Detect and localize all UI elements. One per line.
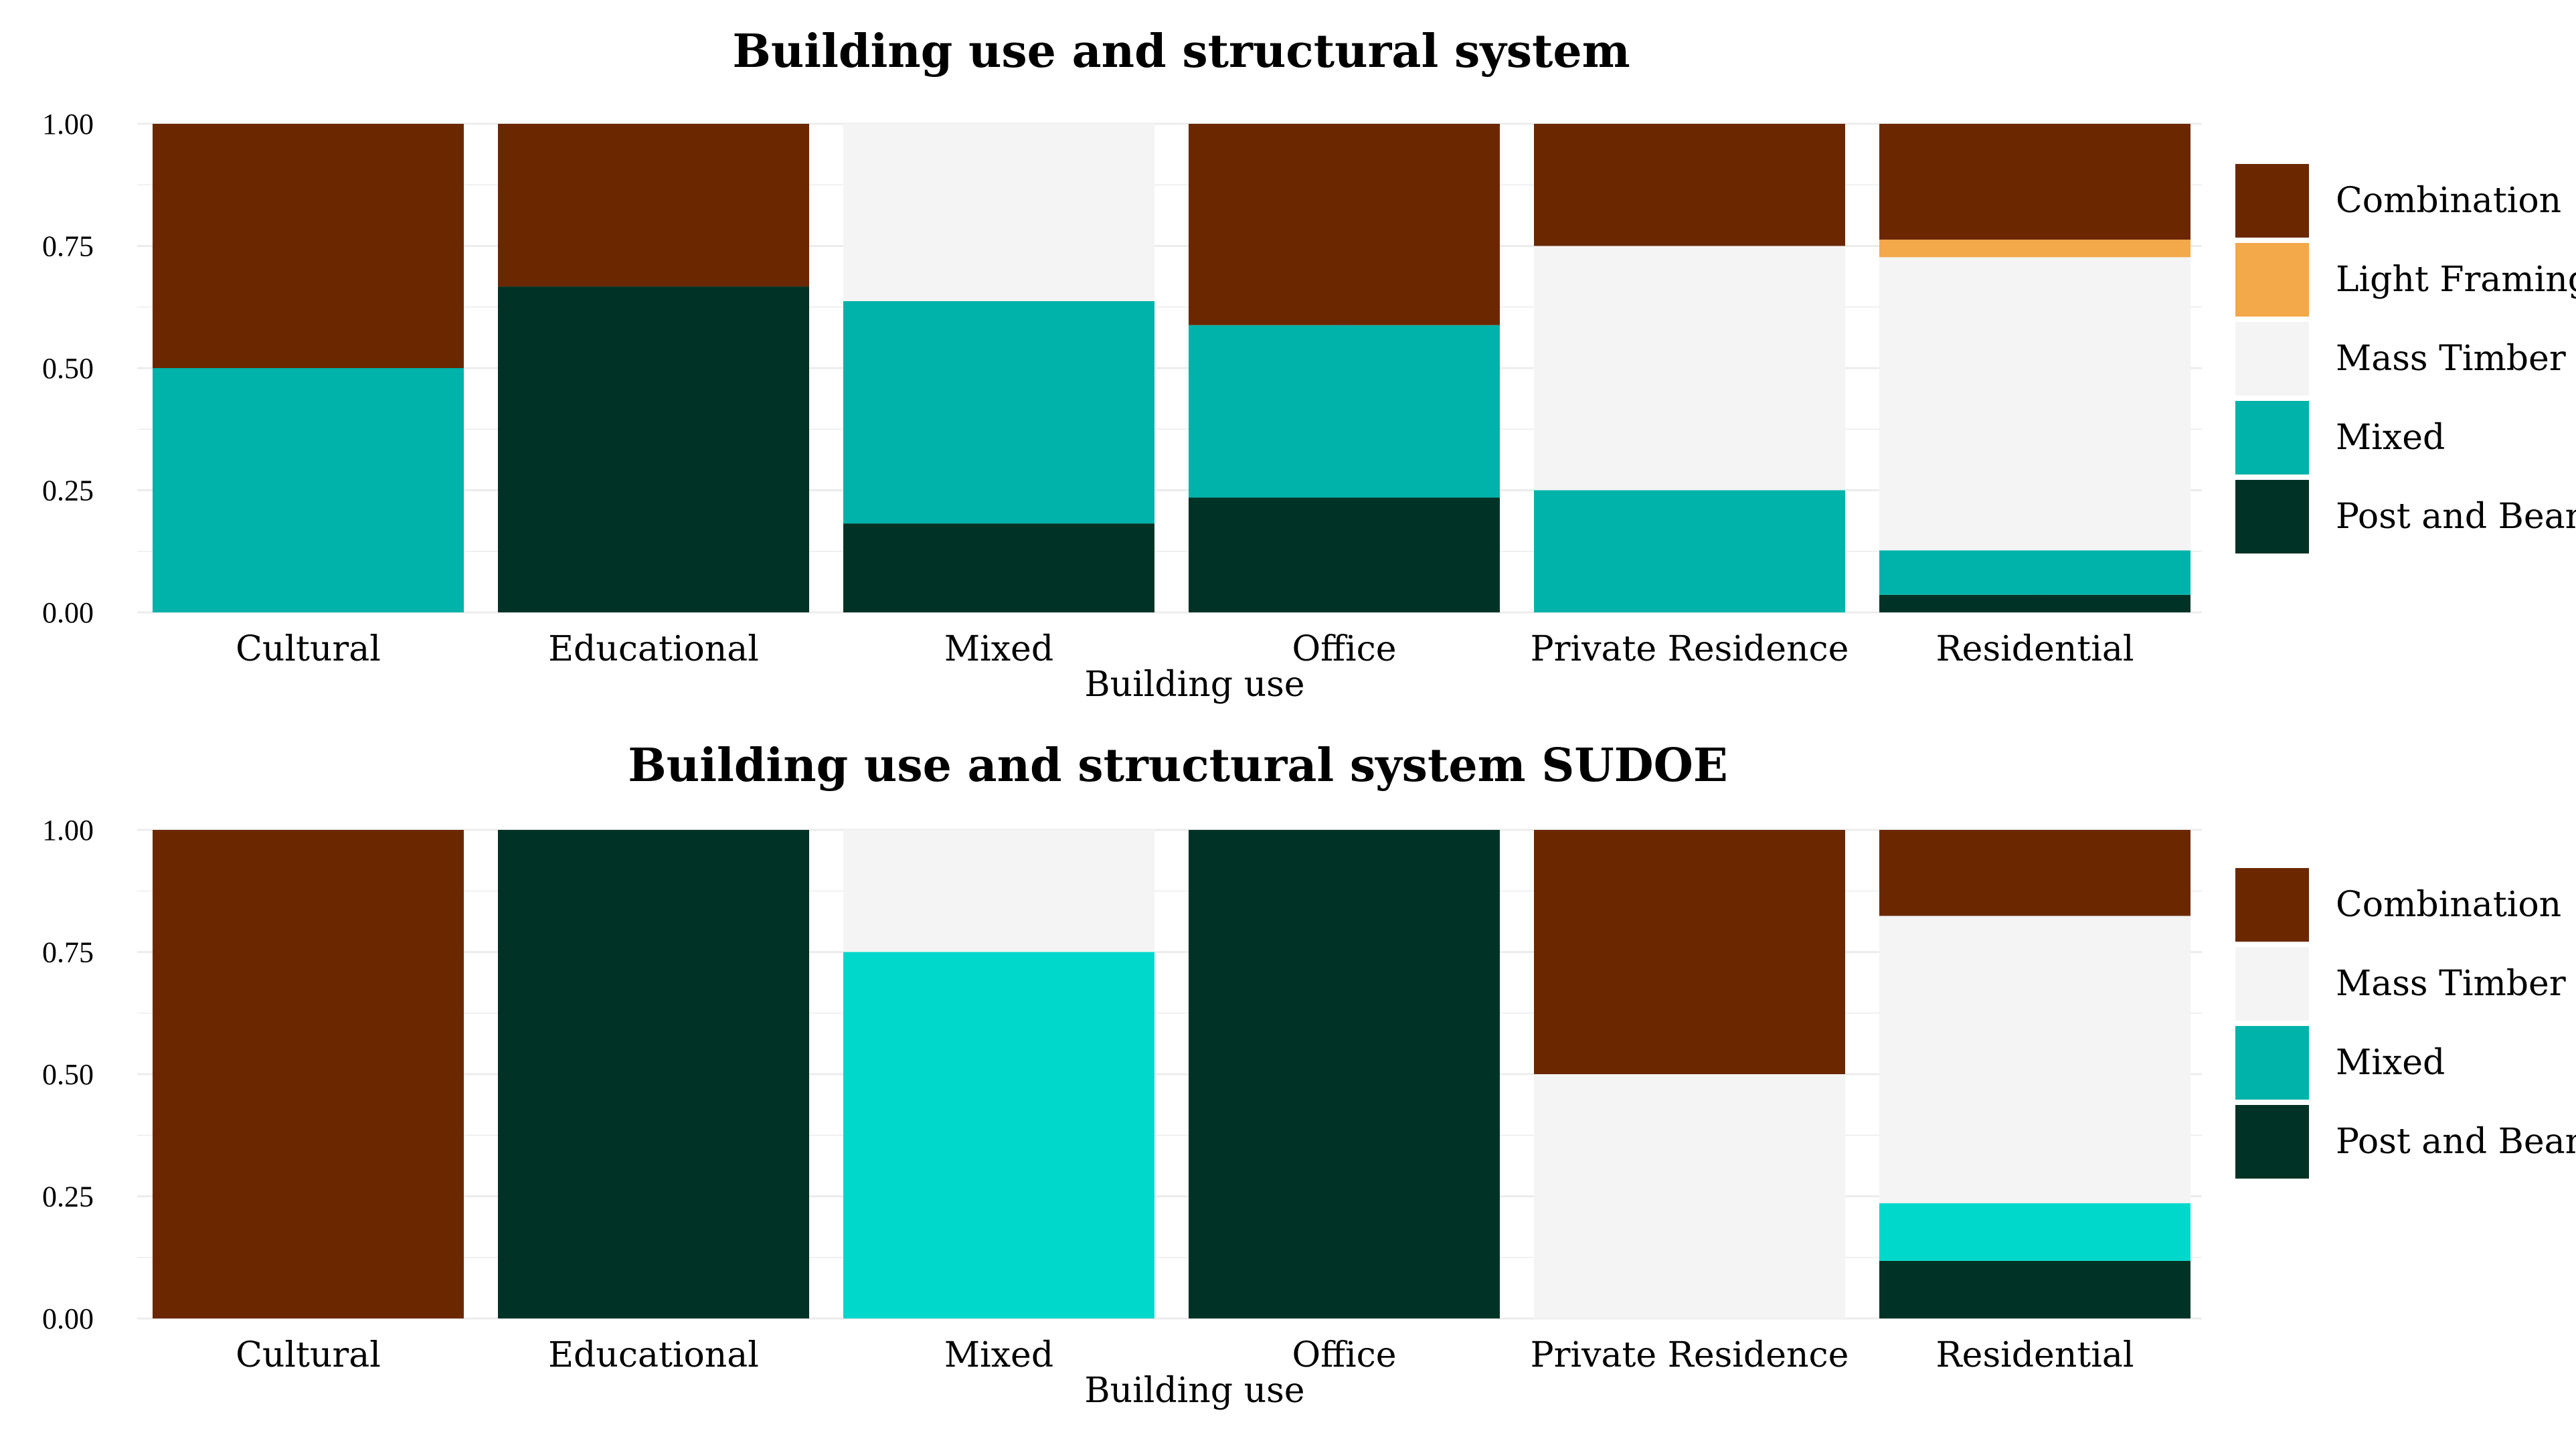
bar-segment-mixed-mixed [843, 301, 1154, 524]
bars [153, 124, 2191, 612]
bar-segment-cultural-mixed [153, 368, 464, 612]
legend-label-post-and-beam: Post and Beam [2336, 497, 2576, 537]
y-tick-label: 1.00 [42, 814, 94, 847]
legend-swatch-post-and-beam [2235, 1105, 2309, 1179]
bar-segment-mixed-post-and-beam [843, 523, 1154, 612]
legend-swatch-mass-timber [2235, 322, 2309, 396]
legend: Combination Light Framing Mass Timber Mixed… [2235, 164, 2576, 553]
bar-segment-residential-light-framing [1879, 240, 2191, 258]
bar-segment-office-post-and-beam [1189, 497, 1500, 612]
legend-label-mixed: Mixed [2336, 1043, 2445, 1083]
stacked-bar-chart-top: Building use and structural system 0.00 0.… [42, 25, 2576, 705]
y-tick-label: 0.75 [42, 936, 94, 969]
x-tick-label: Office [1292, 1335, 1396, 1375]
bar-segment-private-residence-mass-timber [1534, 246, 1845, 491]
chart-building-use-structural-system-sudoe: Building use and structural system SUDOE… [0, 728, 2576, 1455]
chart-title: Building use and structural system SUDOE [628, 739, 1727, 792]
bar-segment-educational-post-and-beam [498, 830, 809, 1318]
x-tick-label: Educational [548, 629, 759, 669]
bar-segment-office-mixed [1189, 325, 1500, 498]
x-tick-label: Educational [548, 1335, 759, 1375]
bar-segment-private-residence-combination [1534, 830, 1845, 1074]
bar-segment-cultural-combination [153, 830, 464, 1318]
legend-label-combination: Combination [2336, 885, 2561, 925]
chart-building-use-structural-system: Building use and structural system 0.00 0.… [42, 25, 2576, 705]
x-axis-label: Building use [1084, 1371, 1304, 1411]
legend-label-post-and-beam: Post and Beam [2336, 1122, 2576, 1162]
bar-segment-residential-mixed [1879, 550, 2191, 595]
bar-segment-educational-post-and-beam [498, 286, 809, 612]
bars [153, 830, 2191, 1318]
legend-swatch-mixed [2235, 1026, 2309, 1100]
y-tick-label: 0.75 [42, 230, 94, 263]
bar-segment-private-residence-combination [1534, 124, 1845, 246]
legend-label-combination: Combination [2336, 181, 2561, 221]
y-tick-label: 0.50 [42, 1058, 94, 1091]
legend-swatch-combination [2235, 164, 2309, 238]
legend-swatch-mixed [2235, 401, 2309, 475]
legend-swatch-light-framing [2235, 243, 2309, 317]
legend-label-light-framing: Light Framing [2336, 260, 2576, 300]
bar-segment-cultural-combination [153, 124, 464, 368]
x-tick-label: Mixed [944, 629, 1053, 669]
bar-segment-residential-mixed [1879, 1203, 2191, 1261]
stacked-bar-chart-bottom: Building use and structural system SUDOE… [42, 739, 2576, 1411]
x-tick-label: Cultural [236, 1335, 381, 1375]
legend-swatch-post-and-beam [2235, 480, 2309, 553]
bar-segment-office-post-and-beam [1189, 830, 1500, 1318]
x-tick-label: Residential [1936, 629, 2134, 669]
legend-label-mass-timber: Mass Timber [2336, 964, 2566, 1004]
bar-segment-residential-mass-timber [1879, 257, 2191, 551]
legend: Combination Mass Timber Mixed Post and Beam [2235, 868, 2576, 1179]
bar-segment-office-combination [1189, 124, 1500, 325]
bar-segment-residential-combination [1879, 830, 2191, 916]
x-axis-label: Building use [1084, 665, 1304, 705]
y-tick-label: 0.25 [42, 475, 94, 507]
legend-label-mixed: Mixed [2336, 418, 2445, 458]
chart-title: Building use and structural system [732, 25, 1630, 78]
y-tick-label: 0.00 [42, 596, 94, 629]
bar-segment-residential-post-and-beam [1879, 594, 2191, 612]
x-tick-label: Residential [1936, 1335, 2134, 1375]
legend-swatch-combination [2235, 868, 2309, 942]
legend-label-mass-timber: Mass Timber [2336, 339, 2566, 379]
y-tick-label: 1.00 [42, 108, 94, 141]
bar-segment-residential-post-and-beam [1879, 1260, 2191, 1318]
x-tick-label: Cultural [236, 629, 381, 669]
bar-segment-mixed-mixed [843, 952, 1154, 1318]
y-tick-label: 0.50 [42, 352, 94, 385]
bar-segment-mixed-mass-timber [843, 830, 1154, 952]
x-tick-label: Private Residence [1531, 1335, 1849, 1375]
bar-segment-private-residence-mixed [1534, 490, 1845, 612]
x-tick-label: Office [1292, 629, 1396, 669]
bar-segment-educational-combination [498, 124, 809, 287]
x-tick-label: Mixed [944, 1335, 1053, 1375]
bar-segment-residential-mass-timber [1879, 916, 2191, 1203]
x-tick-label: Private Residence [1531, 629, 1849, 669]
y-tick-label: 0.25 [42, 1181, 94, 1213]
legend-swatch-mass-timber [2235, 947, 2309, 1021]
bar-segment-private-residence-mass-timber [1534, 1074, 1845, 1318]
y-tick-label: 0.00 [42, 1302, 94, 1335]
bar-segment-residential-combination [1879, 124, 2191, 240]
bar-segment-mixed-mass-timber [843, 124, 1154, 301]
